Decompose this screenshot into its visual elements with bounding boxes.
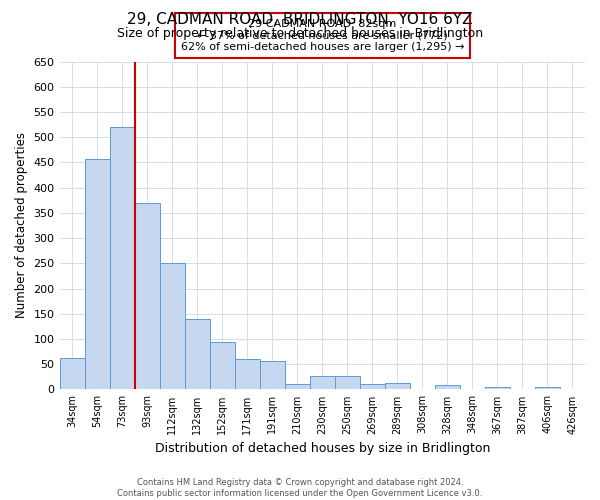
Bar bbox=[435, 386, 460, 390]
Text: 29, CADMAN ROAD, BRIDLINGTON, YO16 6YZ: 29, CADMAN ROAD, BRIDLINGTON, YO16 6YZ bbox=[127, 12, 473, 28]
Bar bbox=[485, 387, 510, 390]
Bar bbox=[110, 127, 134, 390]
X-axis label: Distribution of detached houses by size in Bridlington: Distribution of detached houses by size … bbox=[155, 442, 490, 455]
Bar bbox=[235, 359, 260, 390]
Text: 29 CADMAN ROAD: 82sqm
← 37% of detached houses are smaller (772)
62% of semi-det: 29 CADMAN ROAD: 82sqm ← 37% of detached … bbox=[181, 19, 464, 52]
Bar bbox=[260, 360, 285, 390]
Bar bbox=[385, 384, 410, 390]
Bar bbox=[335, 376, 360, 390]
Bar bbox=[285, 384, 310, 390]
Bar bbox=[310, 376, 335, 390]
Bar bbox=[360, 384, 385, 390]
Bar bbox=[209, 342, 235, 390]
Text: Size of property relative to detached houses in Bridlington: Size of property relative to detached ho… bbox=[117, 28, 483, 40]
Bar bbox=[134, 203, 160, 390]
Bar bbox=[85, 159, 110, 390]
Bar bbox=[535, 388, 560, 390]
Text: Contains HM Land Registry data © Crown copyright and database right 2024.
Contai: Contains HM Land Registry data © Crown c… bbox=[118, 478, 482, 498]
Y-axis label: Number of detached properties: Number of detached properties bbox=[15, 132, 28, 318]
Bar bbox=[59, 358, 85, 390]
Bar bbox=[185, 319, 209, 390]
Bar bbox=[160, 264, 185, 390]
